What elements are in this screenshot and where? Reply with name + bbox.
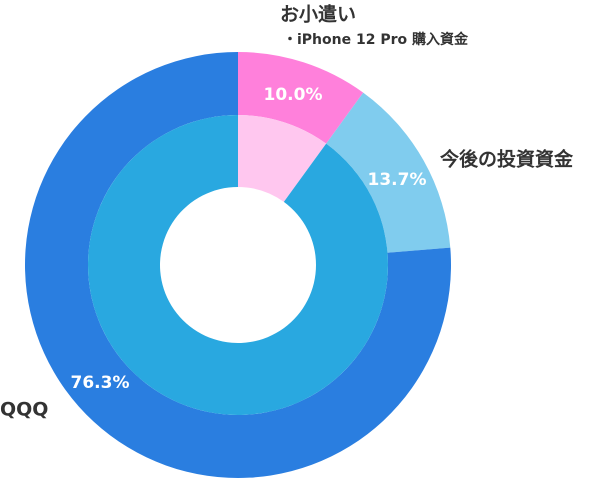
- donut-segment: [24, 52, 451, 478]
- annotation: ・iPhone 12 Pro 購入資金: [283, 31, 469, 48]
- value-label: 10.0%: [264, 85, 323, 105]
- category-label: QQQ: [0, 399, 48, 421]
- donut-segment: [238, 115, 327, 202]
- value-label: 13.7%: [368, 170, 427, 190]
- donut-segment: [326, 92, 451, 253]
- donut-segment: [88, 115, 389, 415]
- category-label: お小遣い: [280, 3, 356, 26]
- donut-segment: [238, 52, 364, 144]
- value-label: 76.3%: [71, 373, 130, 393]
- category-label: 今後の投資資金: [439, 148, 574, 171]
